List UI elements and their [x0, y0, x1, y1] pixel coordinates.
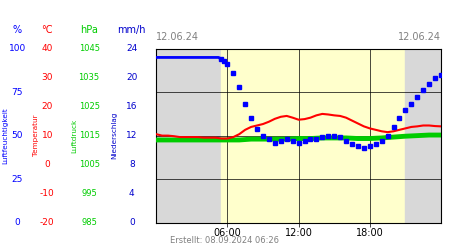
Text: 0: 0	[14, 218, 20, 227]
Bar	[405, 49, 441, 223]
Text: Temperatur: Temperatur	[33, 115, 39, 156]
Bar	[156, 49, 221, 223]
Text: Niederschlag: Niederschlag	[112, 112, 117, 159]
Text: -10: -10	[40, 189, 54, 198]
Text: 1005: 1005	[79, 160, 99, 169]
Bar	[221, 49, 405, 223]
Text: 10: 10	[41, 131, 53, 140]
Text: 12.06.24: 12.06.24	[156, 32, 199, 42]
Text: Luftdruck: Luftdruck	[71, 118, 77, 153]
Text: mm/h: mm/h	[117, 25, 146, 35]
Text: %: %	[13, 25, 22, 35]
Text: °C: °C	[41, 25, 53, 35]
Text: 16: 16	[126, 102, 138, 111]
Text: -20: -20	[40, 218, 54, 227]
Text: 12: 12	[126, 131, 138, 140]
Text: 1015: 1015	[79, 131, 99, 140]
Text: 30: 30	[41, 73, 53, 82]
Text: 50: 50	[11, 131, 23, 140]
Text: 985: 985	[81, 218, 97, 227]
Text: hPa: hPa	[80, 25, 98, 35]
Text: 24: 24	[126, 44, 138, 53]
Text: 100: 100	[9, 44, 26, 53]
Text: 1025: 1025	[79, 102, 99, 111]
Text: 995: 995	[81, 189, 97, 198]
Text: 25: 25	[11, 174, 23, 184]
Text: 4: 4	[129, 189, 135, 198]
Text: 20: 20	[41, 102, 53, 111]
Text: 1045: 1045	[79, 44, 99, 53]
Text: Luftfeuchtigkeit: Luftfeuchtigkeit	[2, 107, 8, 164]
Text: 20: 20	[126, 73, 138, 82]
Text: 0: 0	[45, 160, 50, 169]
Text: 40: 40	[41, 44, 53, 53]
Text: 8: 8	[129, 160, 135, 169]
Text: 12.06.24: 12.06.24	[398, 32, 441, 42]
Text: Erstellt: 08.09.2024 06:26: Erstellt: 08.09.2024 06:26	[171, 236, 279, 245]
Text: 1035: 1035	[79, 73, 99, 82]
Text: 0: 0	[129, 218, 135, 227]
Text: 75: 75	[11, 88, 23, 97]
